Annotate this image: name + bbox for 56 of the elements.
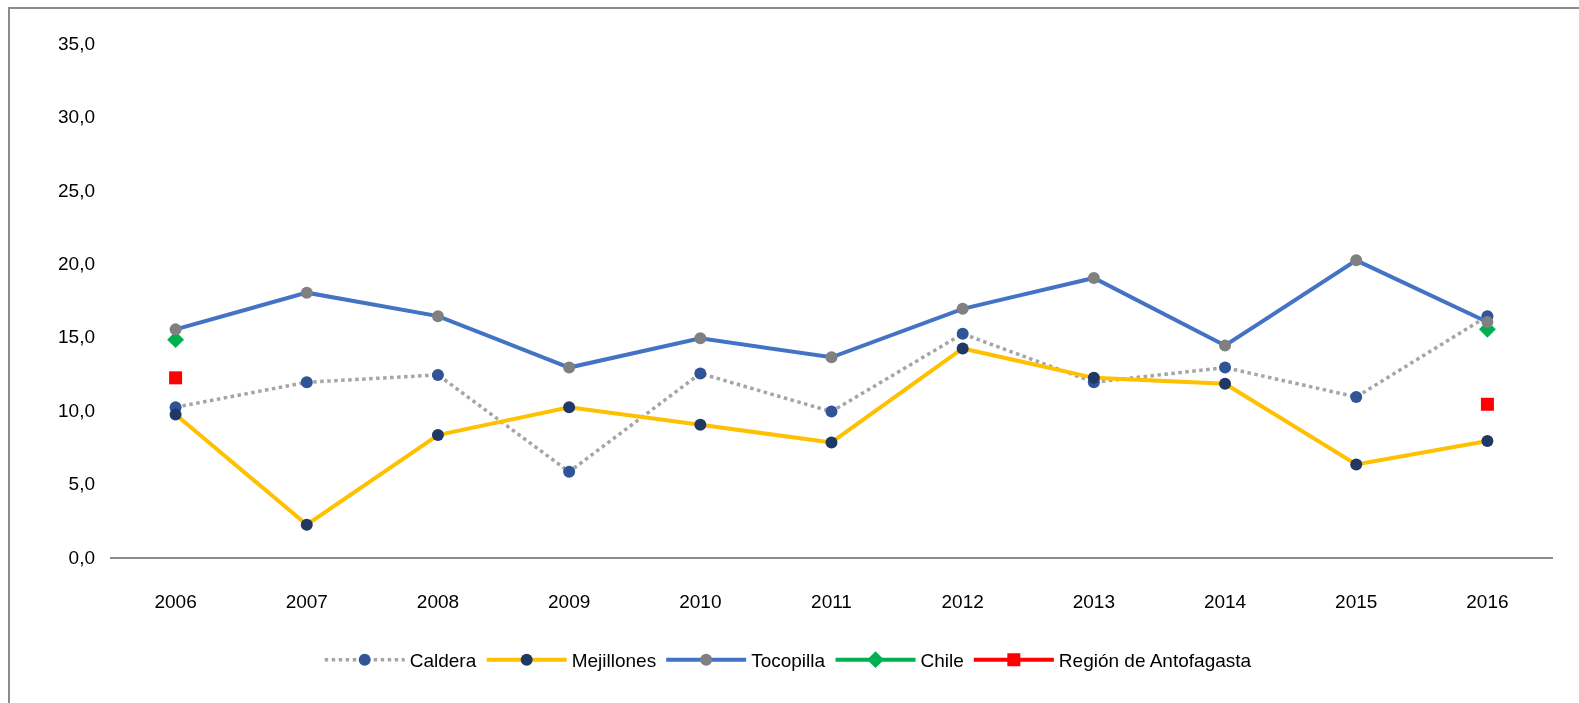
point	[1350, 254, 1363, 267]
point	[563, 361, 576, 374]
y-tick-label: 15,0	[58, 326, 95, 348]
y-tick-label: 10,0	[58, 399, 95, 421]
x-tick-label: 2006	[154, 590, 197, 612]
y-tick-label: 25,0	[58, 179, 95, 201]
x-tick-label: 2009	[548, 590, 591, 612]
y-tick-label: 5,0	[68, 473, 95, 495]
point	[1219, 339, 1232, 352]
legend-label: Tocopilla	[751, 650, 826, 672]
point	[431, 429, 444, 442]
x-tick-label: 2014	[1203, 590, 1247, 612]
point	[169, 408, 182, 421]
point	[563, 401, 576, 414]
point	[431, 310, 444, 323]
point	[825, 405, 838, 418]
point	[300, 286, 313, 299]
point	[1219, 361, 1232, 374]
legend-label: Caldera	[409, 650, 477, 672]
point	[169, 323, 182, 336]
point	[1481, 316, 1494, 329]
y-tick-label: 35,0	[58, 32, 95, 54]
point	[956, 302, 969, 315]
point	[431, 368, 444, 381]
x-tick-label: 2016	[1466, 590, 1509, 612]
legend-label: Chile	[920, 650, 964, 672]
point	[300, 518, 313, 531]
point	[694, 332, 707, 345]
x-tick-label: 2015	[1335, 590, 1378, 612]
x-tick-label: 2008	[416, 590, 460, 612]
point	[1481, 434, 1494, 447]
legend-label: Mejillones	[571, 650, 657, 672]
point	[1350, 390, 1363, 403]
point	[825, 351, 838, 364]
point	[1219, 377, 1232, 390]
x-tick-label: 2013	[1072, 590, 1115, 612]
y-tick-label: 0,0	[68, 546, 95, 568]
x-tick-label: 2011	[811, 590, 852, 612]
point	[1350, 458, 1363, 471]
y-tick-label: 30,0	[58, 106, 95, 128]
point	[563, 465, 576, 478]
x-tick-label: 2007	[285, 590, 328, 612]
point	[694, 418, 707, 431]
x-tick-label: 2010	[679, 590, 722, 612]
point	[300, 376, 313, 389]
point	[956, 327, 969, 340]
point	[169, 371, 183, 385]
x-tick-label: 2012	[941, 590, 984, 612]
y-tick-label: 20,0	[58, 252, 95, 274]
point	[1087, 371, 1100, 384]
point	[825, 436, 838, 449]
point	[1480, 397, 1494, 411]
point	[956, 342, 969, 355]
legend-label: Región de Antofagasta	[1058, 650, 1252, 672]
point	[1087, 271, 1100, 284]
point	[694, 367, 707, 380]
